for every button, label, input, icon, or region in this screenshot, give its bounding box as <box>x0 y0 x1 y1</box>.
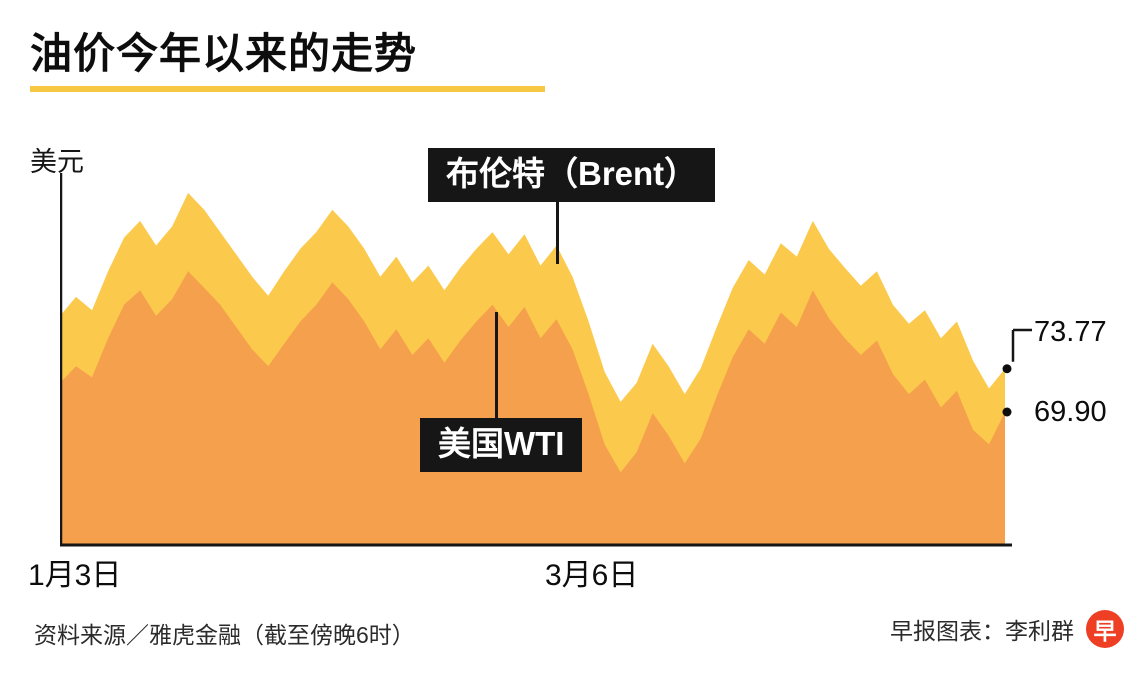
wti-end-value: 69.90 <box>1034 396 1107 428</box>
area-wti <box>60 271 1005 545</box>
wti-series-label: 美国WTI <box>420 418 583 472</box>
area-brent <box>60 192 1005 545</box>
y-axis-unit-label: 美元 <box>30 147 84 177</box>
brent-series-label: 布伦特（Brent） <box>428 148 716 202</box>
credit-block: 早报图表：李利群 早 <box>890 610 1124 648</box>
x-axis-label-mid: 3月6日 <box>545 559 639 592</box>
source-note: 资料来源／雅虎金融（截至傍晚6时） <box>34 622 415 648</box>
zaobao-logo-icon: 早 <box>1086 610 1124 648</box>
wti-end-dot <box>1002 407 1012 417</box>
brent-end-value: 73.77 <box>1034 316 1107 348</box>
title-accent-underline <box>30 86 545 92</box>
brent-callout-line <box>556 200 559 264</box>
credit-text: 早报图表：李利群 <box>890 618 1074 644</box>
page-title: 油价今年以来的走势 <box>30 30 418 77</box>
wti-callout-line <box>495 312 498 420</box>
brent-end-dot <box>1002 364 1012 374</box>
x-axis-label-start: 1月3日 <box>28 559 122 592</box>
